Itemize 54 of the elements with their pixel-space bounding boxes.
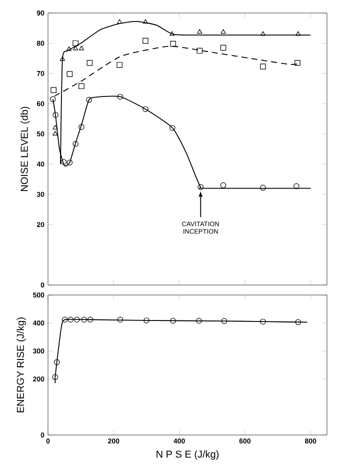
point: [220, 44, 226, 51]
point: [72, 140, 78, 147]
point: [74, 316, 80, 323]
point: [296, 31, 301, 36]
point: [52, 374, 58, 380]
x-axis-title: N P S E (J/kg): [156, 450, 219, 460]
point: [260, 64, 266, 70]
point: [117, 316, 124, 323]
point: [170, 40, 176, 47]
point: [50, 87, 56, 93]
point: [260, 31, 266, 36]
point: [142, 19, 148, 24]
y-axis-title: ENERGY RISE (J/kg): [16, 318, 26, 412]
point: [142, 106, 148, 112]
point: [260, 184, 266, 191]
point: [87, 316, 94, 323]
point: [117, 94, 124, 100]
point: [72, 40, 78, 46]
point: [78, 124, 84, 130]
point: [86, 96, 92, 103]
point: [170, 318, 176, 324]
point: [66, 160, 73, 166]
point: [197, 29, 202, 34]
point: [52, 112, 58, 118]
point: [60, 159, 67, 165]
point: [220, 29, 226, 34]
point: [81, 316, 88, 323]
point: [68, 316, 74, 323]
point: [220, 182, 226, 188]
point: [294, 60, 300, 66]
point: [52, 130, 58, 136]
point: [117, 19, 122, 24]
point: [169, 124, 176, 131]
point: [62, 316, 68, 323]
point: [60, 56, 65, 61]
point: [116, 62, 122, 68]
point: [52, 124, 58, 130]
point: [144, 318, 150, 324]
point: [198, 184, 204, 190]
point: [294, 183, 300, 190]
y-axis-title: NOISE LEVEL (db): [20, 106, 30, 191]
point: [78, 46, 84, 50]
point: [295, 319, 302, 326]
point: [66, 46, 72, 51]
point: [86, 60, 93, 66]
point: [260, 318, 266, 324]
point: [196, 318, 202, 324]
point: [142, 38, 148, 44]
point: [78, 83, 84, 90]
point: [196, 48, 203, 54]
point: [54, 359, 60, 366]
point: [170, 31, 175, 36]
point: [221, 318, 228, 324]
point: [66, 71, 73, 77]
